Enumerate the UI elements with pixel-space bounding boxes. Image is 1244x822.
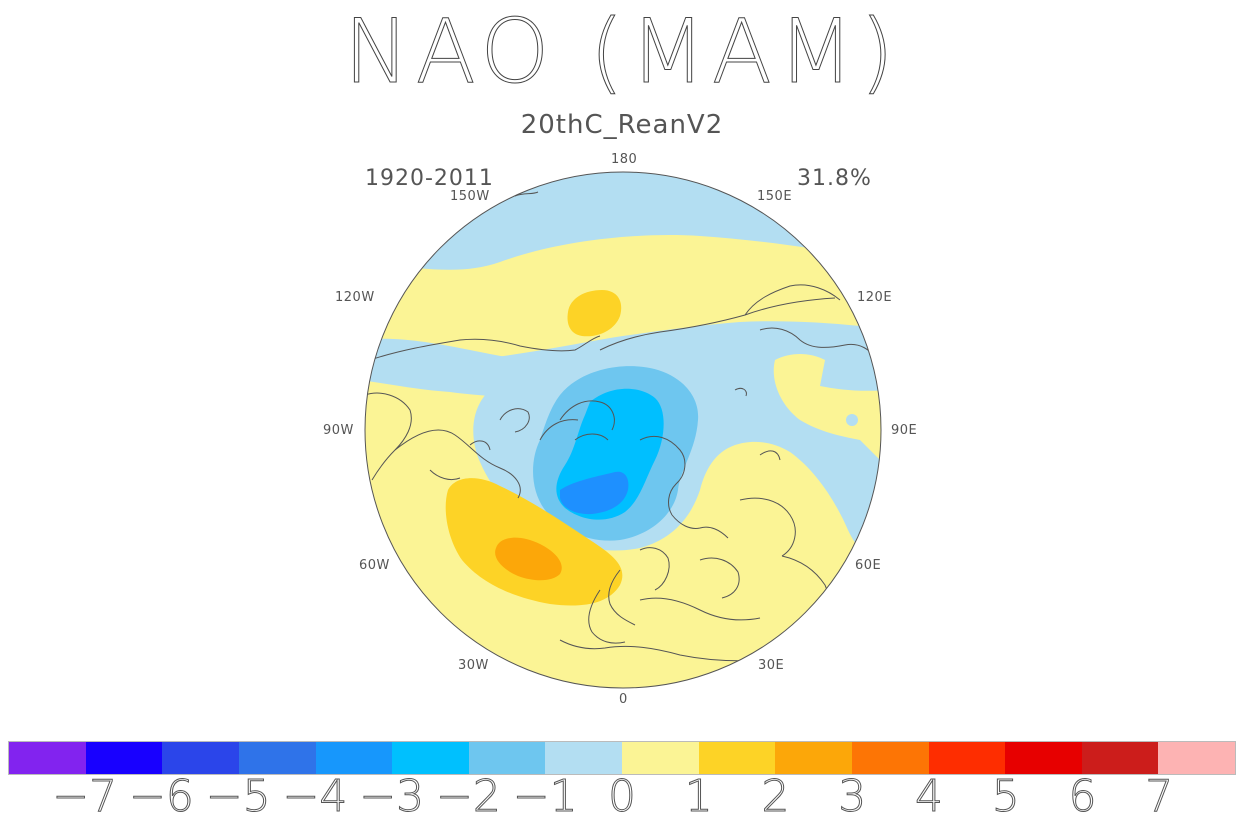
- colorbar-swatch: [928, 742, 1006, 774]
- colorbar-swatch: [238, 742, 316, 774]
- lon-label-90w: 90W: [323, 423, 354, 438]
- colorbar-swatch: [698, 742, 776, 774]
- colorbar-swatch: [775, 742, 852, 774]
- colorbar-tick-label: 5: [991, 771, 1020, 822]
- colorbar-ticks: −7 −6 −5 −4 −3 −2 −1 0 1 2 3 4 5 6 7: [8, 771, 1236, 822]
- colorbar-tick-label: 2: [761, 771, 790, 822]
- lon-label-150w: 150W: [450, 189, 490, 204]
- variance-explained-label: 31.8%: [797, 166, 872, 191]
- colorbar-tick-label: 6: [1068, 771, 1097, 822]
- colorbar-swatch: [315, 742, 393, 774]
- field-neg4: [560, 471, 629, 515]
- colorbar-swatch: [85, 742, 163, 774]
- colorbar-swatch: [392, 742, 469, 774]
- colorbar-tick-label: −7: [52, 771, 118, 822]
- colorbar-swatch: [468, 742, 546, 774]
- colorbar: [8, 741, 1236, 775]
- colorbar-tick-label: −4: [282, 771, 348, 822]
- colorbar-tick-label: 7: [1145, 771, 1174, 822]
- colorbar-tick-label: 4: [915, 771, 944, 822]
- lon-label-120w: 120W: [335, 290, 375, 305]
- lon-label-30e: 30E: [758, 658, 785, 673]
- coastlines: [365, 191, 879, 662]
- field-pos3-atlantic: [495, 537, 562, 581]
- polar-map: [364, 171, 882, 689]
- field-neg1-pocket: [846, 414, 858, 426]
- lon-label-30w: 30W: [458, 658, 489, 673]
- lon-label-120e: 120E: [857, 290, 893, 305]
- colorbar-tick-label: 0: [608, 771, 637, 822]
- colorbar-tick-label: 3: [838, 771, 867, 822]
- dataset-subtitle: 20thC_ReanV2: [520, 110, 724, 140]
- lon-label-150e: 150E: [757, 189, 793, 204]
- colorbar-tick-label: −6: [129, 771, 195, 822]
- colorbar-tick-label: −5: [205, 771, 271, 822]
- colorbar-swatch: [851, 742, 929, 774]
- field-pos2-bering: [567, 290, 622, 337]
- period-label: 1920-2011: [365, 166, 494, 191]
- colorbar-tick-label: −2: [436, 771, 502, 822]
- colorbar-swatch: [162, 742, 239, 774]
- lon-label-180: 180: [611, 152, 638, 167]
- lon-label-60e: 60E: [855, 558, 882, 573]
- colorbar-tick-label: −3: [359, 771, 425, 822]
- colorbar-tick-label: 1: [684, 771, 713, 822]
- lon-label-0: 0: [619, 692, 628, 707]
- colorbar-swatch: [545, 742, 622, 774]
- lon-label-90e: 90E: [891, 423, 918, 438]
- colorbar-swatch: [622, 742, 699, 774]
- map-field: [365, 172, 881, 688]
- colorbar-swatch: [1158, 742, 1235, 774]
- lon-label-60w: 60W: [359, 558, 390, 573]
- map-boundary: [364, 171, 882, 689]
- colorbar-tick-label: −1: [512, 771, 578, 822]
- colorbar-swatch: [1005, 742, 1082, 774]
- map-title: NAO (MAM): [343, 0, 901, 103]
- colorbar-swatch: [9, 742, 86, 774]
- colorbar-swatch: [1081, 742, 1159, 774]
